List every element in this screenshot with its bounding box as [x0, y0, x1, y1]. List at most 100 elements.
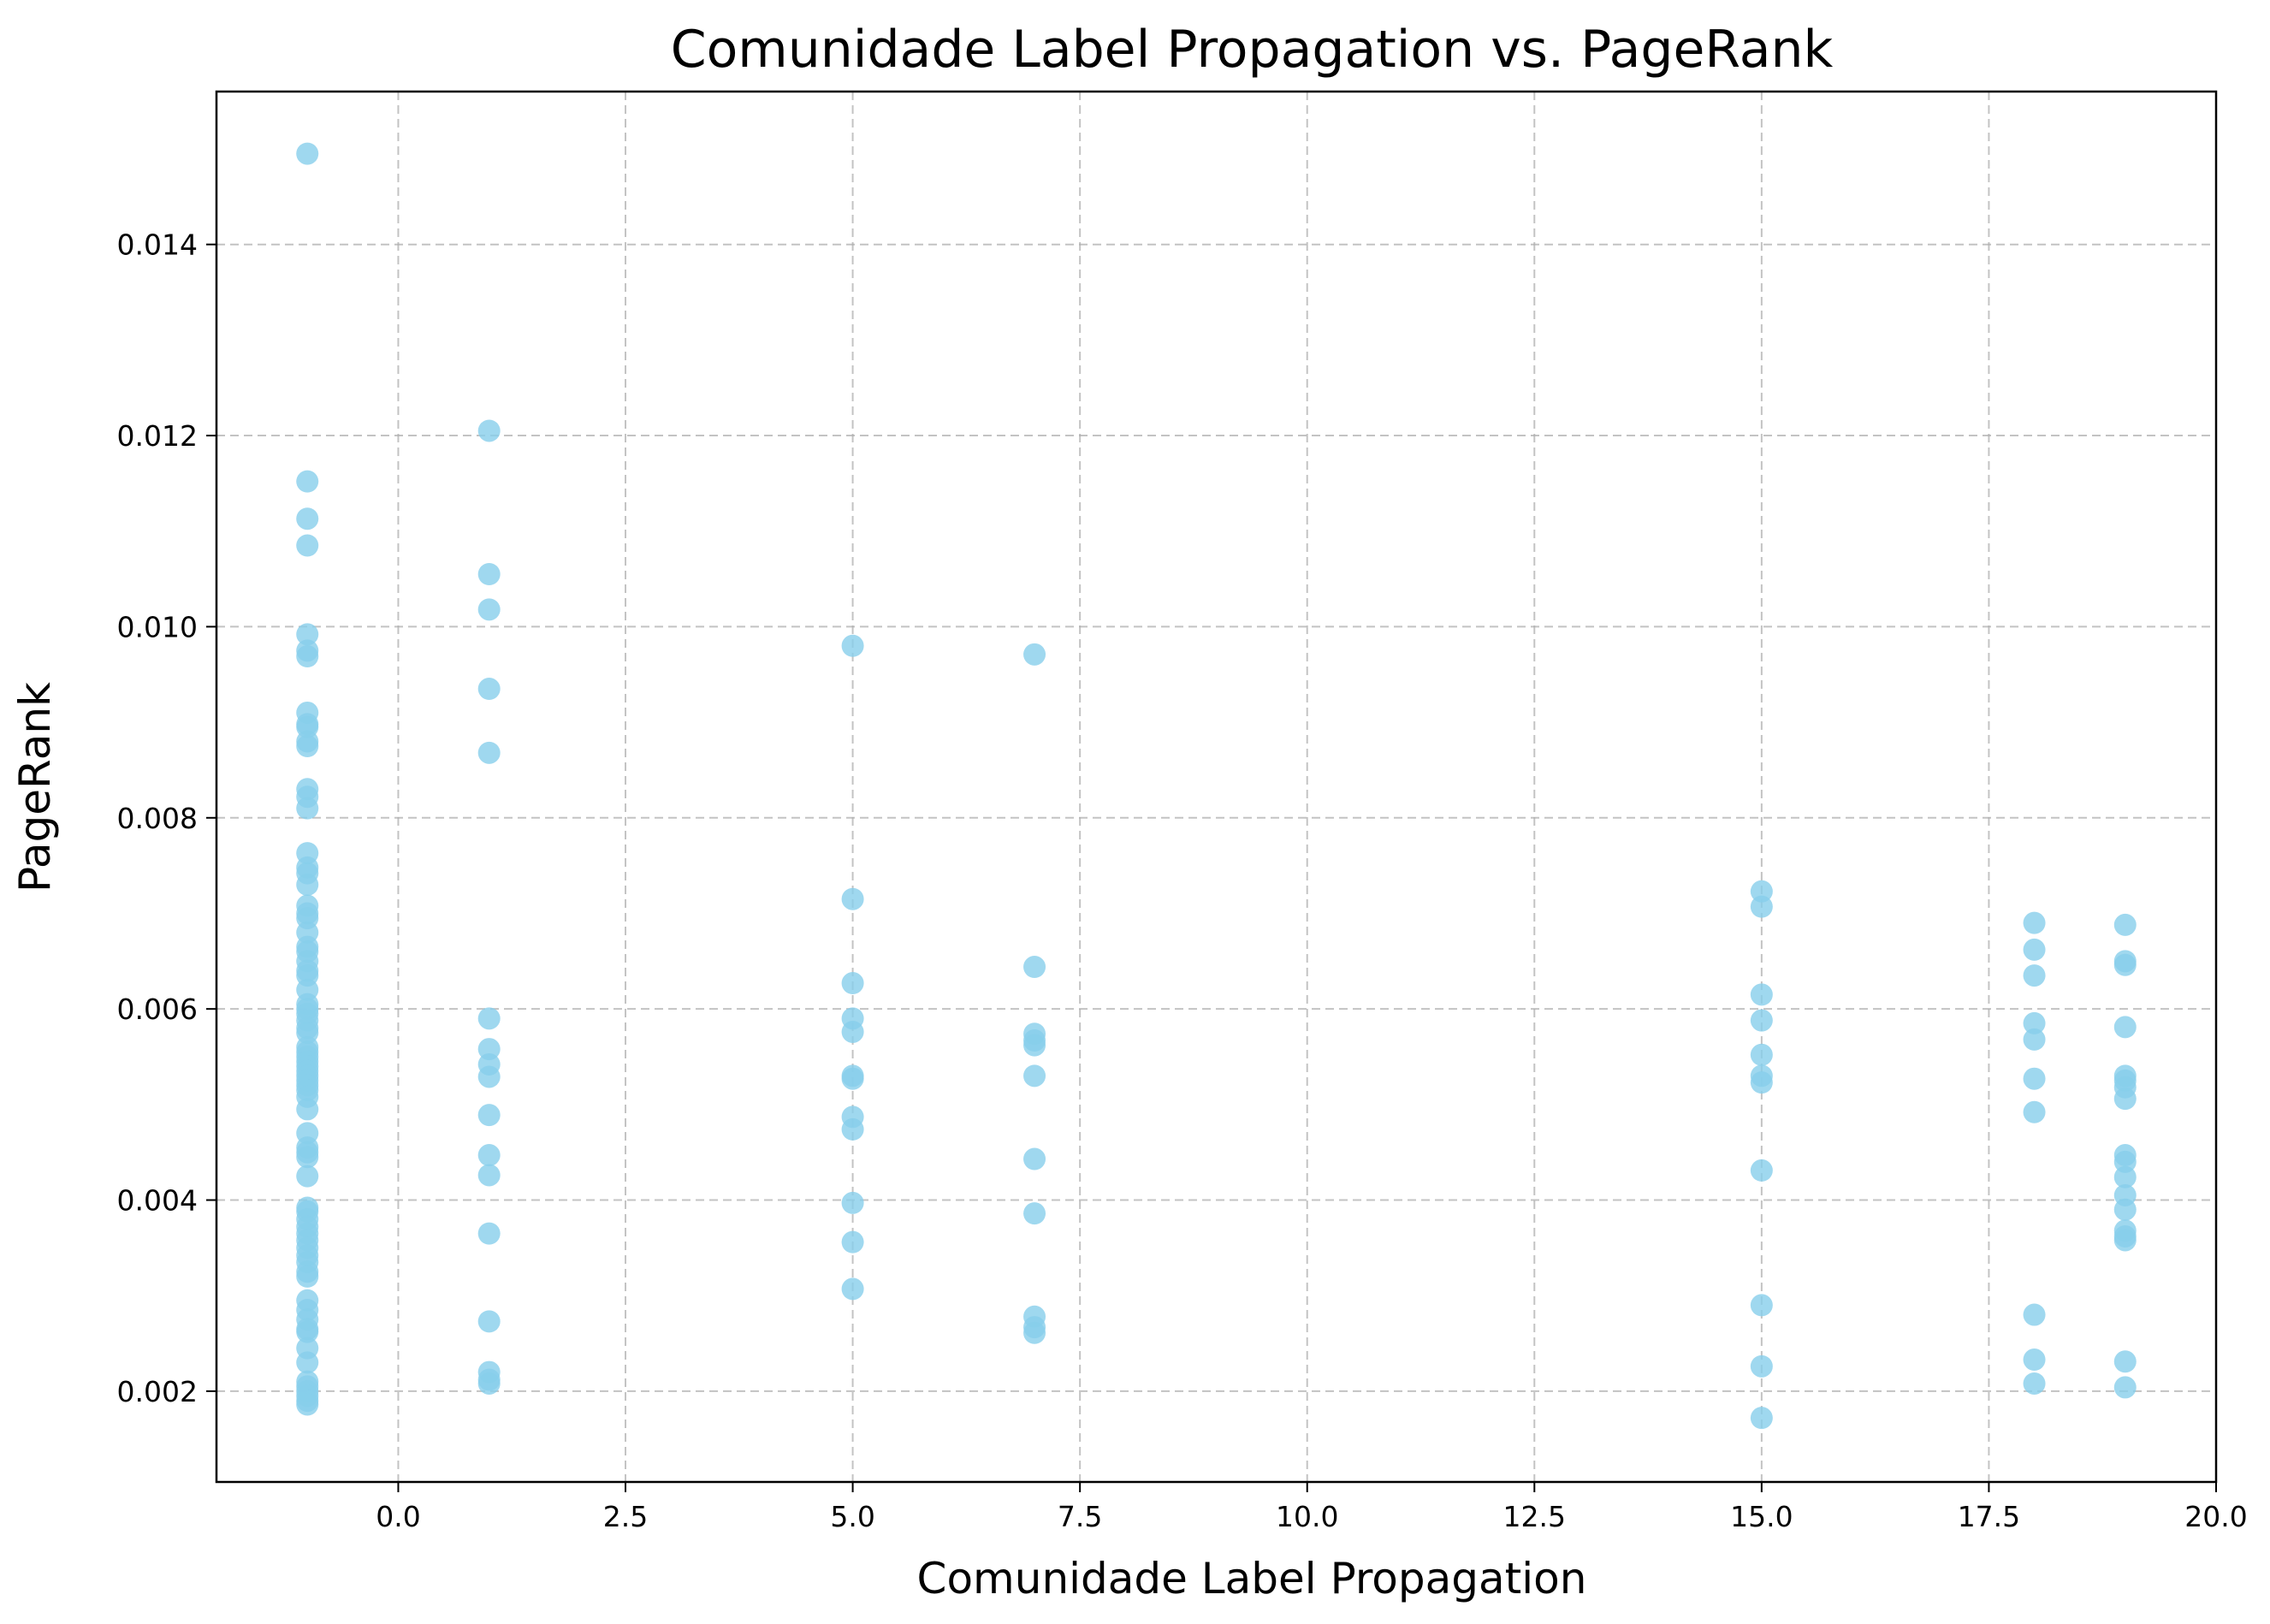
data-point [477, 1065, 501, 1088]
y-tick-label: 0.004 [117, 1184, 198, 1218]
data-point [841, 1191, 864, 1214]
data-point [1023, 1034, 1046, 1057]
data-point [477, 598, 501, 621]
data-point [2113, 1016, 2137, 1039]
chart-title: Comunidade Label Propagation vs. PageRan… [671, 20, 1834, 80]
data-point [296, 1320, 319, 1343]
data-point [841, 1230, 864, 1254]
x-tick-label: 20.0 [2184, 1500, 2247, 1533]
data-point [2023, 1011, 2046, 1034]
data-point [841, 1067, 864, 1090]
data-point [477, 678, 501, 701]
data-point [296, 1146, 319, 1169]
data-point [477, 1007, 501, 1030]
data-point [477, 1372, 501, 1395]
data-point [2023, 1303, 2046, 1326]
data-point [2113, 953, 2137, 976]
data-point [2113, 1350, 2137, 1373]
data-point [296, 1393, 319, 1416]
data-point [2113, 1088, 2137, 1111]
data-point [296, 1165, 319, 1188]
data-point [296, 507, 319, 530]
data-point [2023, 911, 2046, 934]
data-point [296, 142, 319, 165]
y-axis-label: PageRank [10, 682, 60, 892]
data-point [841, 1277, 864, 1301]
data-point [296, 1351, 319, 1374]
data-point [2023, 938, 2046, 961]
data-point [1750, 880, 1773, 903]
data-point [477, 1164, 501, 1187]
data-point [1750, 1009, 1773, 1032]
data-points [296, 142, 2137, 1430]
data-point [477, 1222, 501, 1245]
data-point [296, 623, 319, 646]
data-point [477, 1104, 501, 1127]
data-point [296, 645, 319, 668]
data-point [296, 470, 319, 493]
data-point [841, 1117, 864, 1141]
data-point [477, 419, 501, 442]
data-point [1750, 1294, 1773, 1317]
data-point [477, 563, 501, 586]
data-point [477, 1310, 501, 1333]
data-point [2113, 1198, 2137, 1221]
y-tick-label: 0.008 [117, 802, 198, 835]
data-point [2113, 913, 2137, 936]
x-axis-label: Comunidade Label Propagation [917, 1554, 1587, 1603]
data-point [296, 534, 319, 557]
data-point [841, 972, 864, 995]
data-point [2023, 1067, 2046, 1090]
data-point [1750, 895, 1773, 918]
x-tick-label: 2.5 [603, 1500, 648, 1533]
data-point [296, 797, 319, 820]
data-point [1023, 1064, 1046, 1088]
x-tick-label: 7.5 [1058, 1500, 1102, 1533]
data-point [841, 887, 864, 910]
data-point [841, 1020, 864, 1043]
x-tick-label: 0.0 [376, 1500, 420, 1533]
y-tick-label: 0.012 [117, 419, 198, 453]
data-point [2023, 1372, 2046, 1395]
data-point [2023, 1348, 2046, 1372]
x-axis-ticks: 0.0 2.5 5.0 7.5 10.0 12.5 15.0 17.5 20.0 [376, 1482, 2248, 1533]
data-point [1750, 983, 1773, 1006]
x-tick-label: 10.0 [1276, 1500, 1338, 1533]
data-point [2113, 1165, 2137, 1188]
data-point [1023, 956, 1046, 979]
data-point [841, 634, 864, 657]
data-point [1023, 643, 1046, 666]
data-point [2023, 1028, 2046, 1051]
data-point [2113, 1376, 2137, 1399]
data-point [477, 1038, 501, 1061]
grid-lines [216, 92, 2217, 1482]
data-point [1750, 1159, 1773, 1182]
data-point [1023, 1321, 1046, 1344]
y-tick-label: 0.002 [117, 1375, 198, 1408]
data-point [2113, 1229, 2137, 1252]
data-point [296, 735, 319, 758]
x-tick-label: 15.0 [1730, 1500, 1793, 1533]
data-point [2113, 1150, 2137, 1173]
data-point [296, 1098, 319, 1121]
data-point [1750, 1354, 1773, 1378]
y-tick-label: 0.006 [117, 993, 198, 1026]
data-point [1750, 1043, 1773, 1066]
data-point [296, 873, 319, 896]
x-tick-label: 17.5 [1958, 1500, 2020, 1533]
plot-frame [215, 90, 2218, 1484]
y-axis-ticks: 0.002 0.004 0.006 0.008 0.010 0.012 0.014 [117, 228, 216, 1408]
data-point [1750, 1407, 1773, 1430]
data-point [1750, 1071, 1773, 1094]
data-point [1023, 1202, 1046, 1225]
data-point [2023, 964, 2046, 987]
data-point [477, 741, 501, 764]
y-tick-label: 0.014 [117, 228, 198, 262]
data-point [477, 1144, 501, 1167]
data-point [2023, 1100, 2046, 1123]
x-tick-label: 12.5 [1503, 1500, 1566, 1533]
data-point [1023, 1147, 1046, 1171]
data-point [296, 1265, 319, 1288]
